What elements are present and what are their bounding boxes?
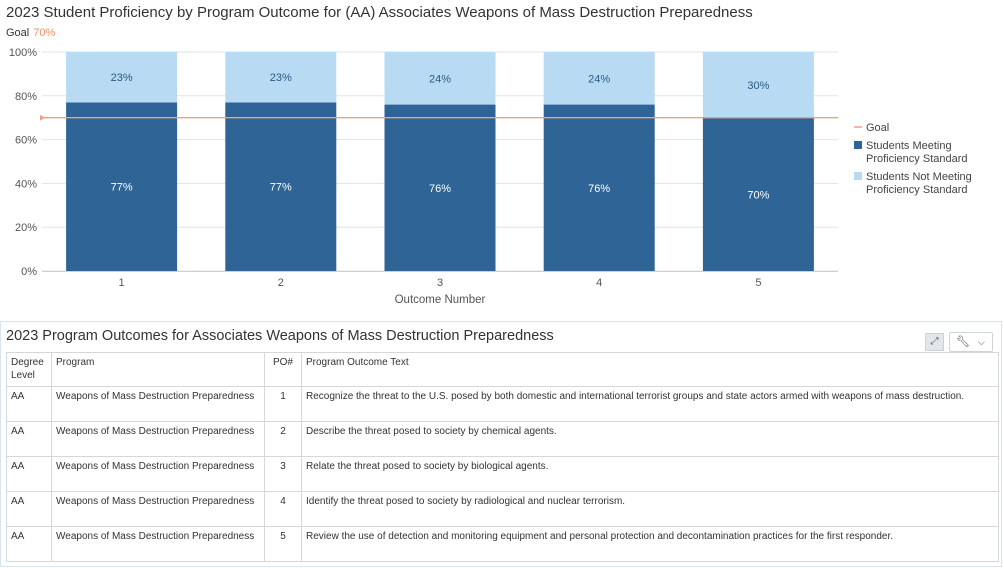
header-po-number[interactable]: PO# xyxy=(264,352,302,387)
y-tick-label: 80% xyxy=(15,91,37,103)
goal-layer xyxy=(40,114,838,121)
cell-degree: AA xyxy=(6,386,52,422)
bar-segment xyxy=(702,117,814,271)
cell-degree: AA xyxy=(6,421,52,457)
y-tick-label: 60% xyxy=(15,135,37,147)
chevron-down-icon: ⌵ xyxy=(977,337,985,347)
header-program[interactable]: Program xyxy=(51,352,265,387)
table-row: AA Weapons of Mass Destruction Preparedn… xyxy=(6,526,999,562)
y-tick-label: 40% xyxy=(15,178,37,190)
wrench-icon: 🔧︎ xyxy=(956,336,970,348)
legend-label: Students Meeting xyxy=(866,140,952,152)
tools-menu-button[interactable]: 🔧︎ ⌵ xyxy=(949,332,993,352)
legend-label: Proficiency Standard xyxy=(866,153,968,165)
cell-program: Weapons of Mass Destruction Preparedness xyxy=(51,386,265,422)
legend-label: Students Not Meeting xyxy=(866,171,972,183)
bar-segment xyxy=(702,52,814,118)
goal-caption-label: Goal xyxy=(6,27,30,39)
cell-degree: AA xyxy=(6,526,52,562)
table-title: 2023 Program Outcomes for Associates Wea… xyxy=(6,328,554,344)
expand-button[interactable]: ⤢ xyxy=(925,333,944,351)
bar-segment xyxy=(384,104,496,271)
outcomes-panel: 2023 Program Outcomes for Associates Wea… xyxy=(0,321,1002,567)
bar-data-label: 24% xyxy=(588,73,610,85)
cell-degree: AA xyxy=(6,456,52,492)
bar-data-label: 76% xyxy=(429,183,451,195)
x-tick-label: 4 xyxy=(596,277,602,289)
goal-marker xyxy=(40,114,45,121)
cell-degree: AA xyxy=(6,491,52,527)
cell-program: Weapons of Mass Destruction Preparedness xyxy=(51,456,265,492)
cell-program: Weapons of Mass Destruction Preparedness xyxy=(51,526,265,562)
bar-data-label: 77% xyxy=(270,182,292,194)
bar-data-label: 30% xyxy=(747,80,769,92)
bar-data-label: 24% xyxy=(429,73,451,85)
bar-data-label: 70% xyxy=(747,189,769,201)
y-tick-label: 100% xyxy=(9,47,37,59)
bar-segment xyxy=(543,104,655,271)
table-row: AA Weapons of Mass Destruction Preparedn… xyxy=(6,456,999,492)
axis-layer: 0% 20% 40% 60% 80% 100% 1 2 3 4 5 Outcome Number xyxy=(9,47,838,306)
legend-swatch xyxy=(854,172,862,180)
cell-po: 2 xyxy=(264,421,302,457)
x-tick-label: 3 xyxy=(437,277,443,289)
cell-po: 5 xyxy=(264,526,302,562)
bars-layer: 77% 77% 76% 76% 70% 23% 23% 24% 24% 30% xyxy=(66,52,814,271)
cell-po: 4 xyxy=(264,491,302,527)
y-tick-label: 20% xyxy=(15,222,37,234)
cell-outcome-text: Identify the threat posed to society by … xyxy=(301,491,999,527)
cell-program: Weapons of Mass Destruction Preparedness xyxy=(51,491,265,527)
table-row: AA Weapons of Mass Destruction Preparedn… xyxy=(6,491,999,527)
expand-icon: ⤢ xyxy=(930,336,939,347)
x-tick-label: 5 xyxy=(755,277,761,289)
header-degree-level[interactable]: Degree Level xyxy=(6,352,52,387)
bar-data-label: 23% xyxy=(111,72,133,84)
table-header-row: Degree Level Program PO# Program Outcome… xyxy=(6,352,999,387)
table-row: AA Weapons of Mass Destruction Preparedn… xyxy=(6,421,999,457)
x-axis-title: Outcome Number xyxy=(395,294,486,306)
cell-outcome-text: Recognize the threat to the U.S. posed b… xyxy=(301,386,999,422)
bar-data-label: 23% xyxy=(270,72,292,84)
bar-segment xyxy=(225,52,337,103)
table-row: AA Weapons of Mass Destruction Preparedn… xyxy=(6,386,999,422)
goal-caption-value: 70% xyxy=(33,27,56,39)
bar-segment xyxy=(543,52,655,105)
x-tick-label: 1 xyxy=(119,277,125,289)
bar-segment xyxy=(66,52,178,103)
goal-caption: Goal 70% xyxy=(6,27,55,39)
legend-label: Proficiency Standard xyxy=(866,184,968,196)
header-outcome-text[interactable]: Program Outcome Text xyxy=(301,352,999,387)
bar-segment xyxy=(225,102,337,271)
cell-outcome-text: Relate the threat posed to society by bi… xyxy=(301,456,999,492)
bar-segment xyxy=(66,102,178,271)
cell-outcome-text: Describe the threat posed to society by … xyxy=(301,421,999,457)
legend-swatch xyxy=(854,141,862,149)
chart-title: 2023 Student Proficiency by Program Outc… xyxy=(6,4,753,21)
cell-po: 3 xyxy=(264,456,302,492)
legend-goal-label: Goal xyxy=(866,122,889,134)
cell-po: 1 xyxy=(264,386,302,422)
cell-program: Weapons of Mass Destruction Preparedness xyxy=(51,421,265,457)
proficiency-chart: 77% 77% 76% 76% 70% 23% 23% 24% 24% 30% 0% 20% 40% 6… xyxy=(9,47,972,306)
outcomes-table: Degree Level Program PO# Program Outcome… xyxy=(6,352,999,562)
y-tick-label: 0% xyxy=(21,266,37,278)
bar-data-label: 77% xyxy=(111,182,133,194)
x-tick-label: 2 xyxy=(278,277,284,289)
bar-segment xyxy=(384,52,496,105)
cell-outcome-text: Review the use of detection and monitori… xyxy=(301,526,999,562)
bar-data-label: 76% xyxy=(588,183,610,195)
